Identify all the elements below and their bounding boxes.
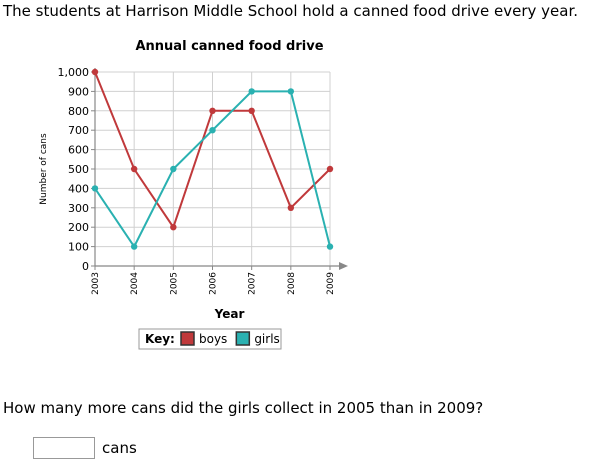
data-point-boys: [130, 165, 138, 173]
question-text: How many more cans did the girls collect…: [3, 399, 484, 417]
data-point-boys: [209, 107, 216, 115]
answer-unit: cans: [102, 439, 137, 457]
data-point-boys: [287, 204, 295, 211]
x-tick-label: 2008: [287, 272, 297, 295]
data-point-girls: [287, 88, 295, 95]
data-point-girls: [130, 243, 138, 250]
data-point-girls: [248, 88, 255, 95]
legend-label-girls: girls: [254, 332, 279, 346]
legend-key-label: Key:: [145, 332, 175, 346]
data-point-girls: [326, 243, 334, 250]
x-tick-label: 2007: [248, 272, 258, 295]
data-point-boys: [91, 68, 99, 76]
y-tick-label: 500: [68, 163, 89, 176]
y-tick-label: 100: [68, 241, 89, 254]
y-tick-label: 200: [68, 221, 89, 234]
x-tick-label: 2003: [91, 272, 101, 295]
chart-title: Annual canned food drive: [135, 39, 323, 54]
x-axis-arrow: [339, 262, 348, 270]
x-tick-label: 2009: [326, 272, 336, 295]
x-tick-label: 2004: [130, 272, 140, 295]
data-point-girls: [91, 185, 99, 192]
data-point-boys: [170, 224, 177, 231]
data-point-girls: [209, 127, 216, 134]
y-tick-label: 0: [82, 260, 89, 273]
data-point-boys: [248, 107, 255, 115]
intro-text: The students at Harrison Middle School h…: [3, 2, 579, 20]
answer-input[interactable]: [33, 437, 95, 459]
answer-row: cans: [33, 437, 137, 459]
y-tick-label: 600: [68, 144, 89, 157]
x-tick-label: 2005: [169, 272, 179, 295]
data-point-boys: [326, 165, 334, 173]
y-tick-label: 400: [68, 182, 89, 195]
x-tick-label: 2006: [209, 272, 219, 295]
y-tick-label: 900: [68, 85, 89, 98]
legend-swatch-boys: [180, 331, 195, 346]
y-tick-label: 300: [68, 202, 89, 215]
y-axis-label: Number of cans: [39, 133, 49, 205]
y-tick-label: 1,000: [58, 66, 90, 79]
legend-label-boys: boys: [199, 332, 227, 346]
y-tick-label: 800: [68, 105, 89, 118]
legend-key: Key: boys girls: [138, 328, 282, 350]
x-axis-label: Year: [214, 307, 245, 321]
line-chart: Annual canned food drive 0 100 200 300 400 500…: [39, 39, 348, 350]
data-point-girls: [170, 165, 177, 173]
y-tick-label: 700: [68, 124, 89, 137]
legend-swatch-girls: [235, 331, 251, 346]
